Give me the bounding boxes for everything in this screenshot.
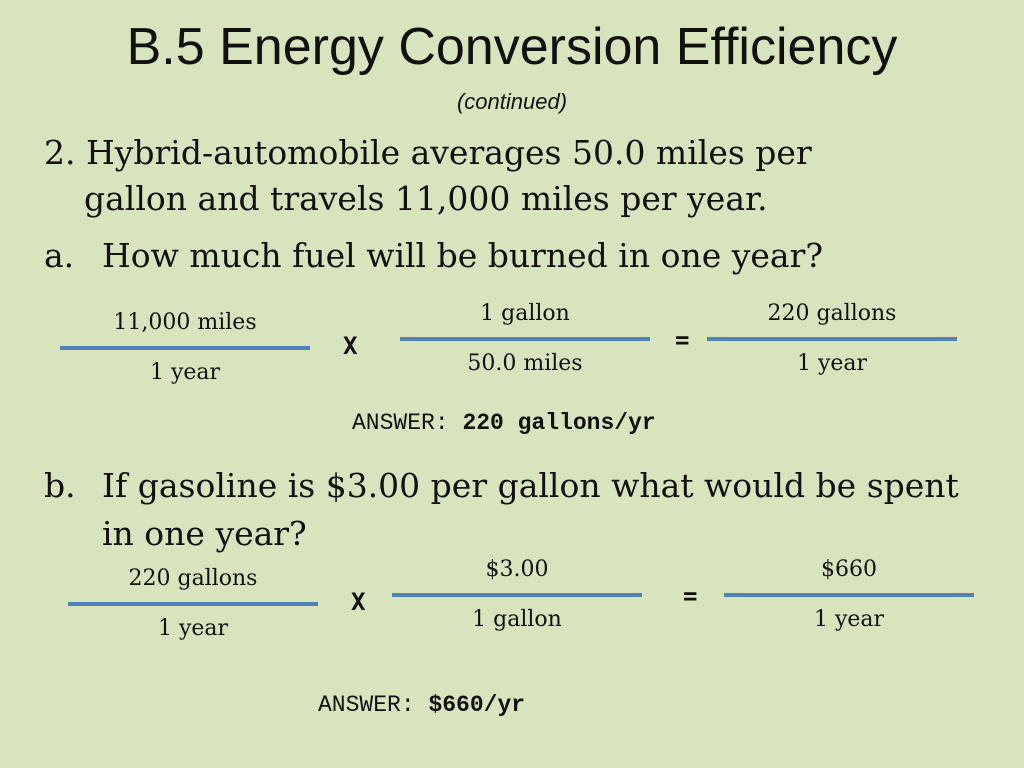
multiply-sign: X — [351, 588, 366, 616]
fraction-denominator: 1 year — [149, 360, 221, 385]
fraction-numerator: $660 — [821, 557, 877, 582]
fraction-bar — [68, 602, 318, 606]
fraction-denominator: 50.0 miles — [467, 351, 583, 376]
answer-label: ANSWER: — [352, 410, 449, 436]
fraction-numerator: 11,000 miles — [113, 310, 257, 335]
part-b-fraction-result: $660 1 year — [724, 555, 974, 635]
fraction-bar — [400, 337, 650, 341]
part-a-fraction-result: 220 gallons 1 year — [707, 299, 957, 379]
fraction-denominator: 1 year — [813, 607, 885, 632]
fraction-bar — [724, 593, 974, 597]
question-line-1: 2. Hybrid-automobile averages 50.0 miles… — [44, 133, 812, 172]
answer-value: $660/yr — [428, 692, 526, 718]
equals-sign: = — [675, 326, 690, 354]
fraction-numerator: 220 gallons — [128, 566, 258, 591]
fraction-bar — [60, 346, 310, 350]
part-b-answer: ANSWER: $660/yr — [318, 692, 525, 718]
fraction-denominator: 1 year — [796, 351, 868, 376]
part-a-question: a. How much fuel will be burned in one y… — [44, 232, 974, 282]
fraction-denominator: 1 gallon — [472, 607, 562, 632]
part-b-text: If gasoline is $3.00 per gallon what wou… — [102, 466, 959, 553]
question-line-2: gallon and travels 11,000 miles per year… — [84, 179, 768, 218]
part-b-fraction-2: $3.00 1 gallon — [392, 555, 642, 635]
part-a-fraction-1: 11,000 miles 1 year — [60, 308, 310, 388]
slide-title: B.5 Energy Conversion Efficiency — [126, 18, 898, 76]
fraction-bar — [707, 337, 957, 341]
slide-subtitle: (continued) — [456, 89, 568, 114]
part-b-question: b. If gasoline is $3.00 per gallon what … — [44, 462, 974, 562]
fraction-numerator: $3.00 — [485, 557, 549, 582]
part-a-fraction-2: 1 gallon 50.0 miles — [400, 299, 650, 379]
equals-sign: = — [683, 582, 698, 610]
answer-label: ANSWER: — [318, 692, 415, 718]
answer-value: 220 gallons/yr — [462, 410, 656, 436]
part-a-answer: ANSWER: 220 gallons/yr — [352, 410, 656, 436]
fraction-bar — [392, 593, 642, 597]
multiply-sign: X — [343, 332, 358, 360]
part-a-text: How much fuel will be burned in one year… — [102, 236, 824, 275]
fraction-numerator: 1 gallon — [480, 301, 570, 326]
question-2: 2. Hybrid-automobile averages 50.0 miles… — [44, 130, 944, 222]
part-b-fraction-1: 220 gallons 1 year — [68, 564, 318, 644]
part-b-letter: b. — [44, 466, 76, 505]
part-a-letter: a. — [44, 236, 75, 275]
fraction-denominator: 1 year — [157, 616, 229, 641]
fraction-numerator: 220 gallons — [767, 301, 897, 326]
